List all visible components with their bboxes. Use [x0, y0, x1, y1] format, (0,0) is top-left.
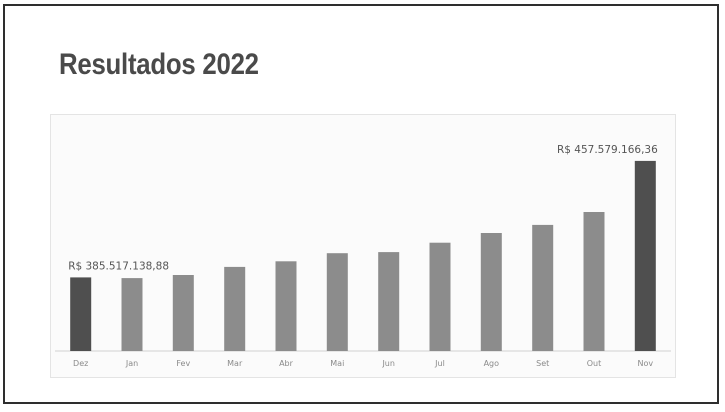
bar-ago [480, 233, 502, 351]
data-label-dez: R$ 385.517.138,88 [68, 260, 169, 272]
x-tick-label: Jun [381, 359, 395, 368]
x-tick-label: Out [587, 359, 602, 368]
slide-title: Resultados 2022 [59, 48, 259, 81]
x-tick-label: Mar [227, 359, 243, 368]
x-tick-label: Jul [434, 359, 445, 368]
bar-chart: Dez Jan Fev Mar Abr Mai Jun Jul Ago Set Out Nov R$ 3… [55, 144, 671, 368]
bar-set [532, 224, 554, 351]
bar-jun [378, 252, 400, 351]
x-tick-label: Abr [279, 359, 294, 368]
bar-jan [121, 278, 143, 351]
bar-mar [224, 266, 246, 351]
x-tick-label: Jan [125, 359, 138, 368]
x-tick-label: Mai [330, 359, 344, 368]
x-tick-label: Set [536, 359, 549, 368]
bar-nov [634, 160, 656, 351]
bar-mai [326, 253, 348, 351]
bar-fev [172, 275, 194, 351]
x-tick-label: Nov [637, 359, 653, 368]
x-tick-label: Ago [484, 359, 500, 368]
bar-out [583, 212, 605, 351]
x-tick-label: Dez [73, 359, 88, 368]
x-tick-label: Fev [176, 359, 190, 368]
chart-area: Dez Jan Fev Mar Abr Mai Jun Jul Ago Set Out Nov R$ 3… [50, 114, 676, 378]
bar-jul [429, 242, 451, 351]
bar-dez [70, 277, 92, 351]
bar-abr [275, 261, 297, 351]
data-label-nov: R$ 457.579.166,36 [557, 144, 658, 156]
